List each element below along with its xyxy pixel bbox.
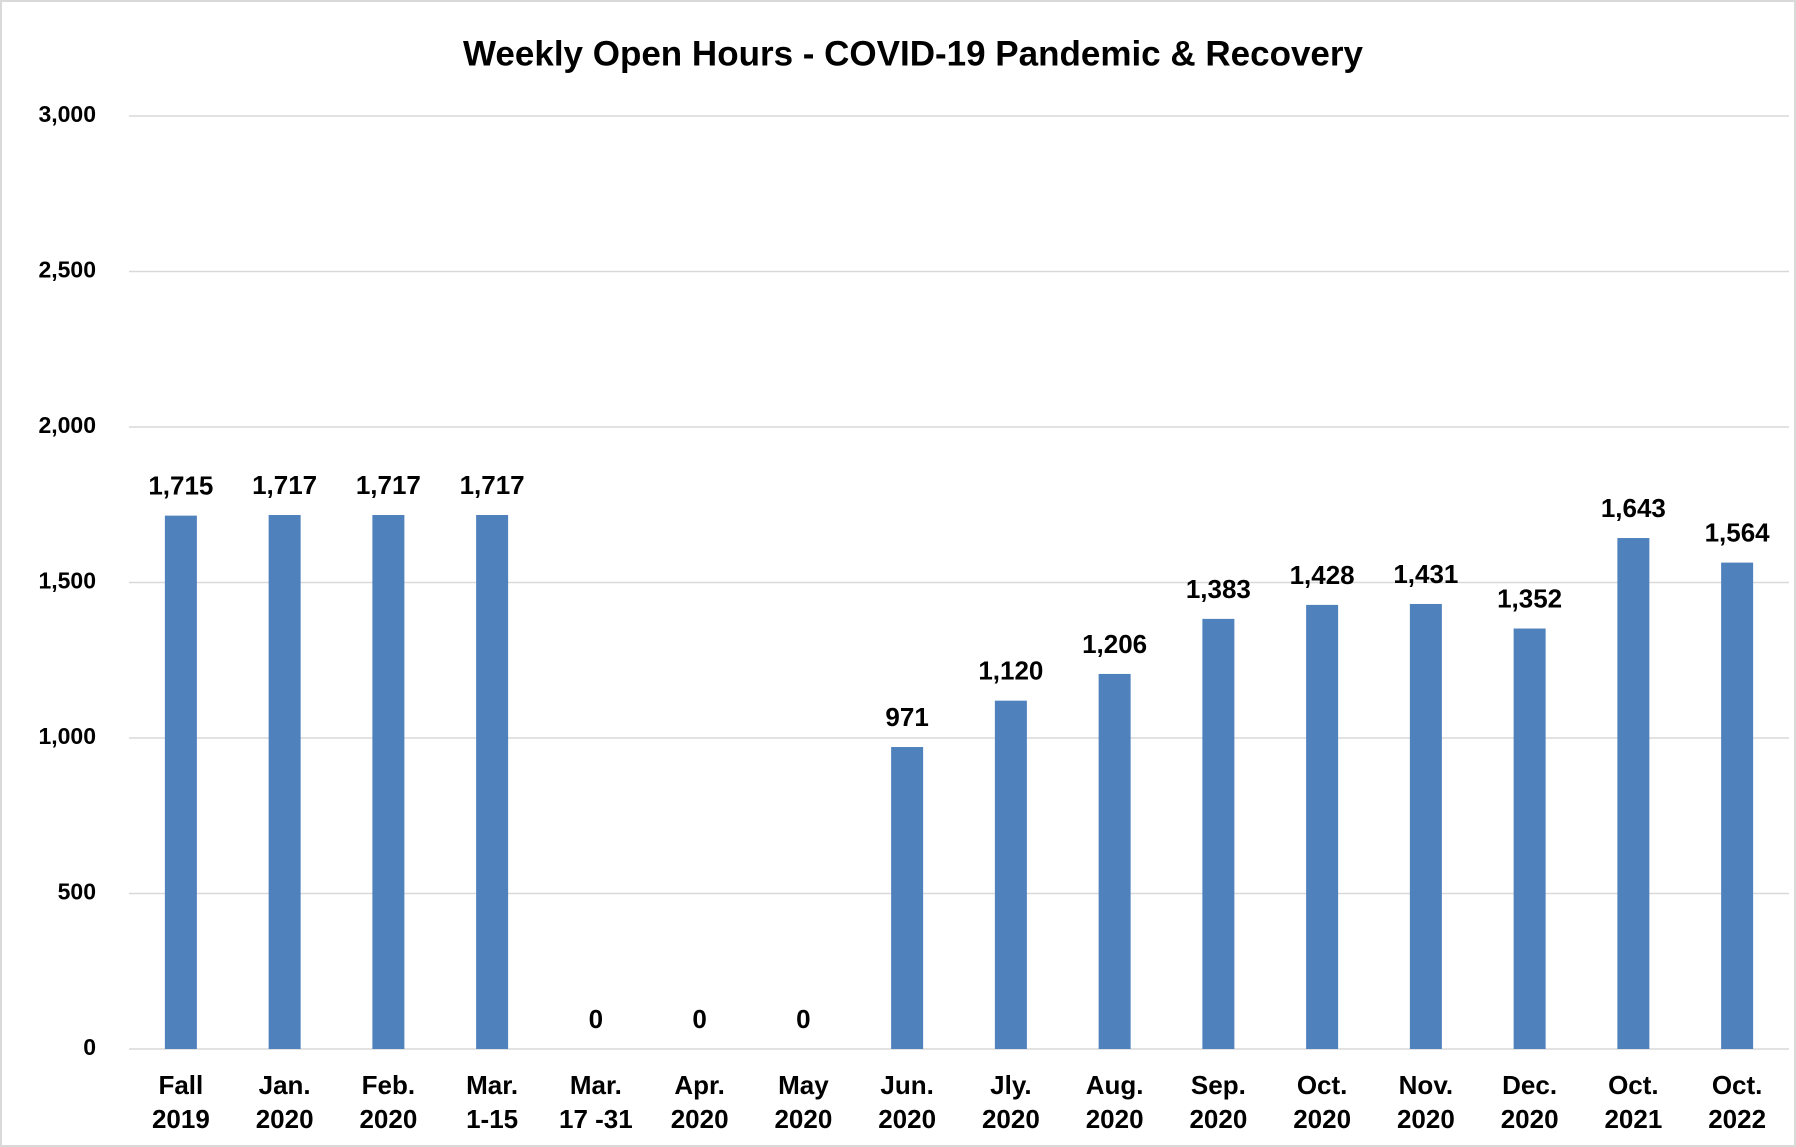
- x-tick-label: 1-15: [466, 1104, 518, 1134]
- x-tick-label: Feb.: [362, 1070, 415, 1100]
- bar: [1409, 603, 1442, 1049]
- data-label: 1,120: [978, 656, 1043, 686]
- x-tick-label: Jan.: [259, 1070, 311, 1100]
- bar: [1617, 538, 1650, 1049]
- data-label: 1,431: [1393, 559, 1458, 589]
- data-label: 1,564: [1705, 517, 1771, 547]
- x-tick-label: Aug.: [1086, 1070, 1144, 1100]
- bar: [1721, 562, 1754, 1049]
- bar: [891, 747, 924, 1049]
- x-tick-label: Dec.: [1502, 1070, 1557, 1100]
- bar: [476, 515, 509, 1049]
- data-label: 0: [796, 1004, 810, 1034]
- x-tick-label: Mar.: [466, 1070, 518, 1100]
- data-label: 1,428: [1290, 560, 1355, 590]
- chart-title: Weekly Open Hours - COVID-19 Pandemic & …: [463, 34, 1363, 73]
- x-tick-label: 2020: [359, 1104, 417, 1134]
- y-tick-label: 3,000: [38, 101, 96, 127]
- x-tick-label: Sep.: [1191, 1070, 1246, 1100]
- x-tick-label: 2020: [1293, 1104, 1351, 1134]
- bar: [994, 700, 1027, 1049]
- x-tick-label: Jly.: [990, 1070, 1031, 1100]
- data-label: 1,383: [1186, 574, 1251, 604]
- x-tick-label: 2020: [1086, 1104, 1144, 1134]
- data-label: 0: [589, 1004, 603, 1034]
- data-label: 0: [692, 1004, 706, 1034]
- y-tick-label: 1,000: [38, 723, 96, 749]
- data-label: 971: [885, 702, 928, 732]
- bar: [1513, 628, 1546, 1049]
- x-tick-label: 2020: [1397, 1104, 1455, 1134]
- x-tick-label: 2019: [152, 1104, 210, 1134]
- x-tick-label: Fall: [158, 1070, 203, 1100]
- x-tick-label: Oct.: [1712, 1070, 1763, 1100]
- y-tick-label: 2,000: [38, 412, 96, 438]
- x-tick-label: 17 -31: [559, 1104, 633, 1134]
- data-label: 1,717: [356, 470, 421, 500]
- y-tick-label: 1,500: [38, 568, 96, 594]
- bar: [164, 515, 197, 1049]
- x-tick-label: Oct.: [1297, 1070, 1348, 1100]
- x-tick-label: 2020: [1189, 1104, 1247, 1134]
- x-tick-label: 2020: [671, 1104, 729, 1134]
- x-tick-label: 2020: [774, 1104, 832, 1134]
- x-tick-label: May: [778, 1070, 829, 1100]
- data-label: 1,717: [252, 470, 317, 500]
- x-tick-label: 2020: [982, 1104, 1040, 1134]
- y-tick-label: 500: [58, 879, 96, 905]
- y-tick-label: 2,500: [38, 257, 96, 283]
- data-label: 1,717: [460, 470, 525, 500]
- y-tick-label: 0: [83, 1034, 96, 1060]
- x-tick-label: 2020: [256, 1104, 314, 1134]
- data-label: 1,206: [1082, 629, 1147, 659]
- bar: [1202, 618, 1235, 1049]
- x-tick-label: Oct.: [1608, 1070, 1659, 1100]
- bar: [372, 515, 405, 1049]
- x-tick-label: 2022: [1708, 1104, 1766, 1134]
- bar: [1306, 604, 1339, 1049]
- x-tick-label: 2020: [878, 1104, 936, 1134]
- bar: [268, 515, 301, 1049]
- data-label: 1,352: [1497, 583, 1562, 613]
- bar: [1098, 673, 1131, 1049]
- x-tick-label: Jun.: [880, 1070, 933, 1100]
- x-tick-label: Mar.: [570, 1070, 622, 1100]
- x-tick-label: 2021: [1604, 1104, 1662, 1134]
- data-label: 1,715: [148, 471, 213, 501]
- x-tick-label: 2020: [1501, 1104, 1559, 1134]
- data-label: 1,643: [1601, 493, 1666, 523]
- x-tick-label: Apr.: [674, 1070, 725, 1100]
- x-tick-label: Nov.: [1399, 1070, 1453, 1100]
